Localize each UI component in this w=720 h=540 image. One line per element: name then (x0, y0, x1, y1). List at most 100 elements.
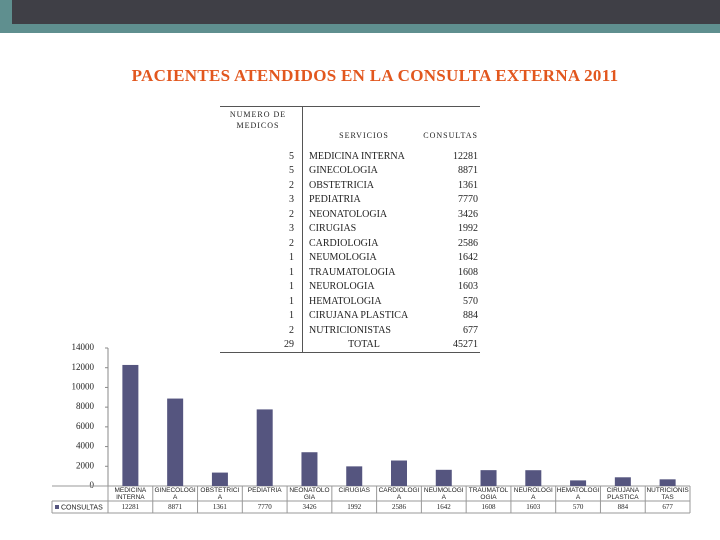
table-cell: 45271 (421, 337, 480, 353)
table-cell: 3 (220, 192, 303, 207)
table-total-row: 29 TOTAL 45271 (220, 337, 480, 353)
table-cell: 2 (220, 323, 303, 338)
category-cell: CARDIOLOGIA (378, 487, 420, 501)
y-tick-label: 10000 (72, 381, 95, 391)
x-tick-label: TRAUMATOLOGIA (468, 487, 509, 501)
x-tick-label: PEDIATRIA (247, 487, 282, 494)
table-header-cell: NUMERO DE MEDICOS (220, 106, 303, 149)
table-row: 1 CIRUJANA PLASTICA 884 (220, 308, 480, 323)
table-row: 3 PEDIATRIA 7770 (220, 192, 480, 207)
x-tick-label: MEDICINA INTERNA (114, 487, 147, 501)
category-cell: NEUMOLOGIA (423, 487, 464, 501)
table-cell: 1642 (458, 252, 478, 264)
category-cell: NEUROLOGIA (514, 487, 553, 501)
table-cell: 1 (220, 294, 303, 309)
data-table-value: 1992 (347, 503, 362, 511)
category-cell: OBSTETRICIA (200, 487, 240, 501)
table-row: 3 CIRUGIAS 1992 (220, 221, 480, 236)
bar (570, 480, 587, 486)
data-table-value: 7770 (258, 503, 273, 511)
table-header: NUMERO DE MEDICOS SERVICIOS CONSULTAS (220, 106, 480, 149)
y-tick-label: 6000 (76, 421, 95, 431)
accent-corner (0, 0, 12, 33)
table-cell: 2 (220, 207, 303, 222)
table-cell: CARDIOLOGIA (309, 237, 379, 249)
slide-title: PACIENTES ATENDIDOS EN LA CONSULTA EXTER… (131, 66, 619, 85)
x-tick-label: NUTRICIONISTAS (646, 487, 689, 501)
data-table-value: 2586 (392, 503, 407, 511)
table-cell: HEMATOLOGIA (309, 295, 382, 307)
data-table-value: 884 (618, 503, 629, 511)
table-cell: CIRUJANA PLASTICA (309, 310, 409, 322)
bar (211, 472, 228, 486)
table-cell: 677 (463, 324, 478, 336)
table-cell: TRAUMATOLOGIA (309, 266, 396, 278)
table-cell: GINECOLOGIA (309, 165, 378, 177)
bar (167, 398, 184, 486)
data-table-value: 8871 (168, 503, 183, 511)
table-cell: 1608 (458, 266, 478, 278)
data-table-value: 677 (662, 503, 673, 511)
table-cell: 1992 (458, 223, 478, 235)
legend-swatch (55, 505, 59, 509)
y-tick-label: 12000 (72, 362, 95, 372)
y-tick-label: 2000 (76, 460, 95, 470)
table-cell: 1361 (458, 179, 478, 191)
x-tick-label: CARDIOLOGIA (378, 487, 420, 501)
bar (659, 479, 676, 486)
category-cell: TRAUMATOLOGIA (468, 487, 509, 501)
legend-label: CONSULTAS (61, 504, 103, 511)
category-cell: CIRUGIAS (338, 487, 370, 494)
x-tick-label: HEMATOLOGIA (556, 487, 600, 501)
table-cell: 570 (463, 295, 478, 307)
bar (435, 469, 452, 486)
table-cell: PEDIATRIA (309, 194, 361, 206)
bar (256, 409, 273, 486)
category-cell: NUTRICIONISTAS (646, 487, 689, 501)
data-table-value: 1608 (482, 503, 497, 511)
table-cell: 2 (220, 236, 303, 251)
table-cell: 1 (220, 250, 303, 265)
table-cell: NEUROLOGIA (309, 281, 375, 293)
category-cell: PEDIATRIA (247, 487, 282, 494)
category-cell: GINECOLOGIA (155, 487, 196, 501)
table-cell: 5 (220, 163, 303, 178)
table-cell: 1 (220, 265, 303, 280)
data-table-value: 12281 (122, 503, 140, 511)
x-tick-label: OBSTETRICIA (200, 487, 240, 501)
category-cell: MEDICINA INTERNA (114, 487, 147, 501)
table-row: 1 TRAUMATOLOGIA 1608 (220, 265, 480, 280)
table-cell: 5 (220, 149, 303, 164)
table-row: 1 NEUMOLOGIA 1642 (220, 250, 480, 265)
category-cell: CIRUJANA PLASTICA (607, 487, 640, 501)
y-tick-label: 8000 (76, 401, 95, 411)
table-row: 5 MEDICINA INTERNA 12281 (220, 149, 480, 164)
y-tick-label: 0 (90, 480, 95, 490)
top-bar (0, 0, 720, 24)
table-cell: 12281 (453, 150, 478, 162)
y-tick-label: 4000 (76, 441, 95, 451)
table-cell: 8871 (458, 165, 478, 177)
accent-bar (0, 24, 720, 33)
data-table-value: 3426 (302, 503, 317, 511)
table-cell: TOTAL (302, 337, 421, 353)
table-header-cell: SERVICIOS (339, 130, 389, 140)
table-row: 5 GINECOLOGIA 8871 (220, 163, 480, 178)
bar (122, 364, 139, 486)
table-cell: NEONATOLOGIA (309, 208, 388, 220)
table-cell: OBSTETRICIA (309, 179, 374, 191)
x-tick-label: CIRUGIAS (338, 487, 370, 494)
x-tick-label: NEUMOLOGIA (423, 487, 464, 501)
table-cell: 1 (220, 279, 303, 294)
y-tick-label: 14000 (72, 342, 95, 352)
table-cell: 29 (220, 337, 303, 353)
table-row: 1 HEMATOLOGIA 570 (220, 294, 480, 309)
table-row: 1 NEUROLOGIA 1603 (220, 279, 480, 294)
table-cell: MEDICINA INTERNA (309, 150, 405, 162)
table-cell: 2586 (458, 237, 478, 249)
table-cell: NUTRICIONISTAS (309, 324, 391, 336)
services-table: NUMERO DE MEDICOS SERVICIOS CONSULTAS 5 MEDI… (220, 106, 480, 353)
table-header-cell: CONSULTAS (423, 130, 478, 140)
table-cell: 2 (220, 178, 303, 193)
